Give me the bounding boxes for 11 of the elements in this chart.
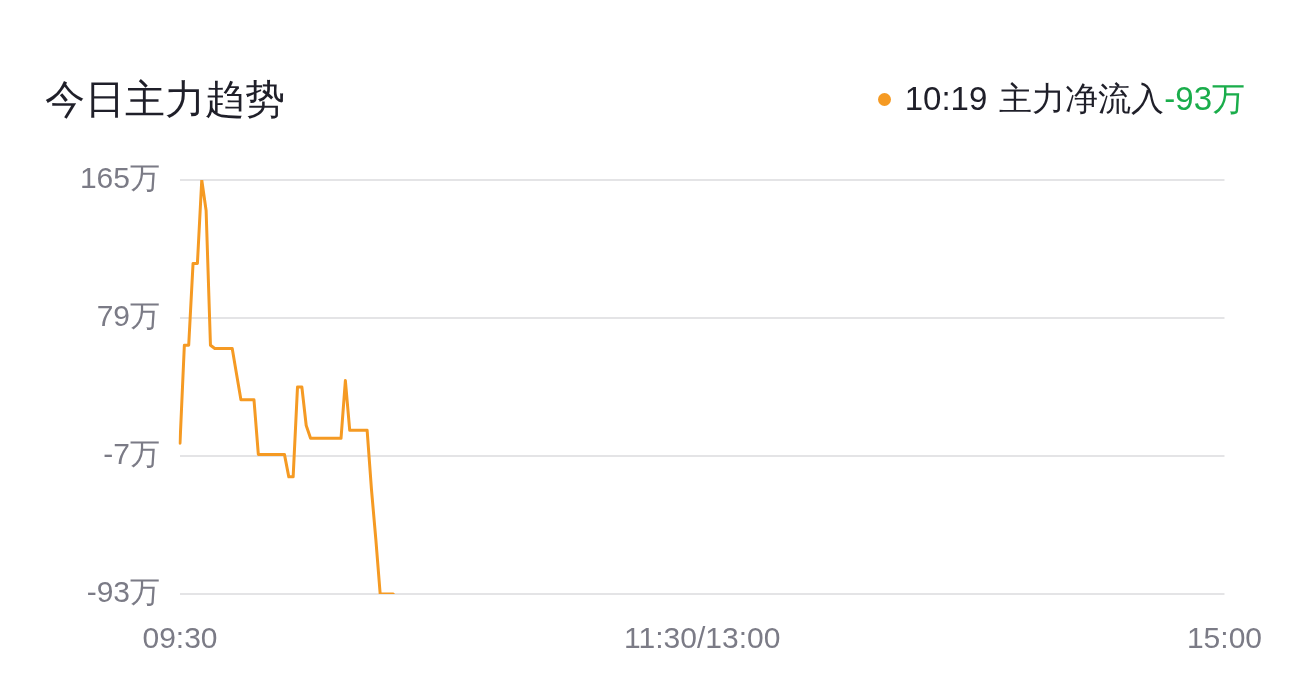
text: 10:19 [904,79,988,119]
y-tick-label: -7万 [103,437,160,471]
chart-title: 今日主力趋势 [45,76,285,123]
text: -93万 [1164,79,1245,119]
y-tick-label: -93万 [86,575,160,609]
x-tick-label: 09:30 [142,621,218,655]
text: 主力净流入 [999,79,1165,119]
y-tick-label: 79万 [96,299,160,333]
x-tick-label: 15:00 [1186,621,1262,655]
y-tick-label: 165万 [79,161,160,195]
x-tick-label: 11:30/13:00 [624,621,781,655]
